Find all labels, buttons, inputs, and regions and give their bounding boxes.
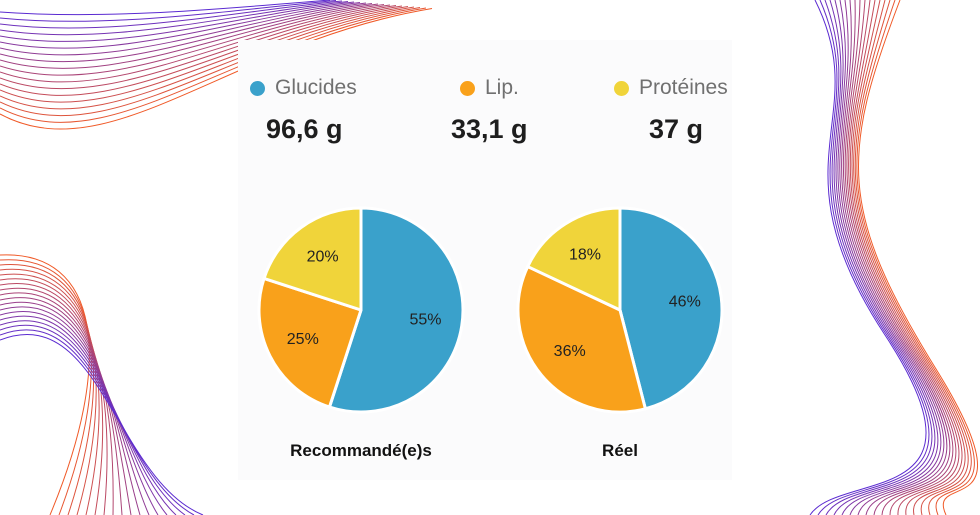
wave-line-top-left — [0, 7, 421, 117]
wave-line-right — [848, 0, 960, 515]
pie-label-lipides: 36% — [554, 343, 586, 360]
pie-title-recommended: Recommandé(e)s — [290, 441, 432, 460]
wave-line-top-left — [0, 1, 355, 42]
pie-label-proteines: 18% — [569, 246, 601, 263]
wave-line-right — [849, 0, 963, 515]
wave-line-bottom-left — [0, 292, 123, 515]
wave-line-right — [841, 0, 948, 515]
pie-slice-glucides — [327, 206, 465, 414]
legend-lipides: Lip. — [460, 76, 519, 100]
pie-slice-lipides — [516, 265, 647, 414]
wave-line-right — [853, 0, 969, 515]
wave-line-right — [834, 0, 939, 515]
legend-glucides: Glucides — [250, 76, 357, 100]
pie-label-glucides: 46% — [669, 293, 701, 310]
wave-line-top-left — [0, 2, 361, 49]
lipides-value: 33,1 g — [451, 114, 528, 144]
pie-slice-proteines — [262, 206, 363, 312]
legend-proteines: Protéines — [614, 76, 732, 100]
wave-line-top-left — [0, 7, 427, 123]
wave-line-top-left — [0, 0, 343, 29]
wave-line-bottom-left — [0, 333, 204, 515]
wave-line-top-left — [0, 8, 433, 130]
wave-line-right — [824, 0, 933, 515]
pie-slice-glucides — [618, 206, 724, 411]
wave-line-right — [856, 0, 975, 515]
pie-label-glucides: 55% — [409, 312, 441, 329]
wave-line-bottom-left — [0, 306, 150, 515]
wave-line-top-left — [0, 5, 403, 96]
pie-slice-lipides — [257, 276, 363, 409]
wave-line-top-left — [0, 3, 373, 63]
wave-line-bottom-left — [0, 297, 132, 515]
legend-proteines-label: Protéines — [639, 76, 728, 99]
wave-line-bottom-left — [0, 311, 159, 515]
wave-line-bottom-left — [0, 324, 186, 515]
wave-line-right — [854, 0, 972, 515]
wave-line-top-left — [0, 0, 337, 22]
wave-line-top-left — [0, 3, 379, 69]
wave-line-right — [846, 0, 957, 515]
proteines-value: 37 g — [649, 114, 704, 144]
wave-line-right — [851, 0, 966, 515]
proteines-dot-icon — [614, 80, 629, 96]
wave-line-top-left — [0, 6, 409, 103]
wave-line-top-left — [0, 1, 349, 36]
wave-line-right — [817, 0, 930, 515]
wave-line-right — [844, 0, 954, 515]
wave-line-bottom-left — [0, 315, 168, 515]
glucides-dot-icon — [250, 80, 265, 96]
wave-line-right — [858, 0, 979, 515]
wave-line-right — [839, 0, 945, 515]
wave-line-right — [829, 0, 936, 515]
pie-slice-proteines — [526, 206, 622, 312]
wave-line-right — [809, 0, 927, 515]
wave-line-right — [842, 0, 951, 515]
wave-line-top-left — [0, 5, 397, 90]
pie-label-proteines: 20% — [307, 249, 339, 266]
wave-line-top-left — [0, 6, 415, 110]
lipides-dot-icon — [460, 80, 475, 96]
pie-title-actual: Réel — [602, 441, 638, 460]
wave-line-bottom-left — [0, 301, 141, 515]
wave-line-top-left — [0, 4, 385, 76]
glucides-value: 96,6 g — [266, 114, 343, 144]
legend-lipides-label: Lip. — [485, 76, 519, 99]
legend-glucides-label: Glucides — [275, 76, 357, 99]
wave-line-bottom-left — [0, 329, 195, 515]
wave-line-bottom-left — [0, 320, 177, 515]
wave-line-right — [837, 0, 942, 515]
wave-line-top-left — [0, 2, 367, 56]
wave-line-top-left — [0, 0, 331, 16]
wave-line-top-left — [0, 4, 391, 83]
pie-label-lipides: 25% — [287, 331, 319, 348]
